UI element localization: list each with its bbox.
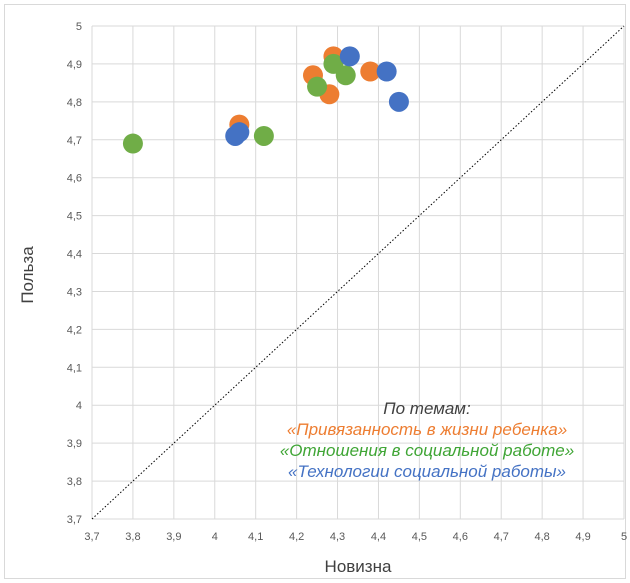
y-tick-label: 3,7 (67, 514, 82, 526)
x-tick-label: 5 (621, 531, 627, 543)
grid (91, 25, 625, 520)
annotation-topic-relations: «Отношения в социальной работе» (280, 441, 574, 460)
y-tick-label: 4,4 (67, 249, 82, 261)
data-point-series-1 (360, 61, 381, 82)
topics-annotation: По темам: «Привязанность в жизни ребенка… (280, 399, 574, 481)
x-tick-label: 3,8 (125, 531, 140, 543)
y-tick-label: 4,3 (67, 286, 82, 298)
y-tick-label: 3,9 (67, 438, 82, 450)
x-tick-label: 4,9 (575, 531, 590, 543)
x-tick-label: 3,7 (84, 531, 99, 543)
x-axis-ticks: 3,7 3,8 3,9 4 4,1 4,2 4,3 4,4 4,5 4,6 4,7 4,8 4,9 5 (84, 531, 627, 543)
y-tick-label: 4,2 (67, 324, 82, 336)
y-axis-title: Польза (18, 246, 37, 304)
x-tick-label: 4,1 (248, 531, 263, 543)
y-tick-label: 4,1 (67, 362, 82, 374)
data-point-series-3 (229, 122, 250, 143)
x-tick-label: 4,4 (371, 531, 386, 543)
annotation-heading: По темам: (383, 399, 471, 418)
data-point-series-2 (122, 133, 143, 154)
y-tick-label: 4,9 (67, 59, 82, 71)
data-points (122, 46, 409, 154)
x-tick-label: 4 (212, 531, 218, 543)
x-tick-label: 4,6 (453, 531, 468, 543)
y-tick-label: 5 (76, 21, 82, 33)
data-point-series-3 (376, 61, 397, 82)
x-tick-label: 4,2 (289, 531, 304, 543)
y-tick-label: 4,5 (67, 211, 82, 223)
data-point-series-2 (307, 76, 328, 97)
y-tick-label: 4,6 (67, 173, 82, 185)
data-point-series-2 (335, 65, 356, 86)
data-point-series-3 (339, 46, 360, 67)
x-tick-label: 4,7 (494, 531, 509, 543)
y-tick-label: 4,8 (67, 97, 82, 109)
y-tick-label: 4 (76, 400, 82, 412)
annotation-topic-attachment: «Привязанность в жизни ребенка» (287, 420, 567, 439)
y-axis-ticks: 3,7 3,8 3,9 4 4,1 4,2 4,3 4,4 4,5 4,6 4,7 4,8 4,9 5 (67, 21, 82, 526)
y-tick-label: 3,8 (67, 476, 82, 488)
data-point-series-2 (253, 125, 274, 146)
y-tick-label: 4,7 (67, 135, 82, 147)
x-tick-label: 3,9 (166, 531, 181, 543)
data-point-series-3 (388, 91, 409, 112)
x-tick-label: 4,8 (535, 531, 550, 543)
annotation-topic-technologies: «Технологии социальной работы» (288, 462, 566, 481)
x-tick-label: 4,3 (330, 531, 345, 543)
x-axis-title: Новизна (325, 557, 392, 576)
x-tick-label: 4,5 (412, 531, 427, 543)
